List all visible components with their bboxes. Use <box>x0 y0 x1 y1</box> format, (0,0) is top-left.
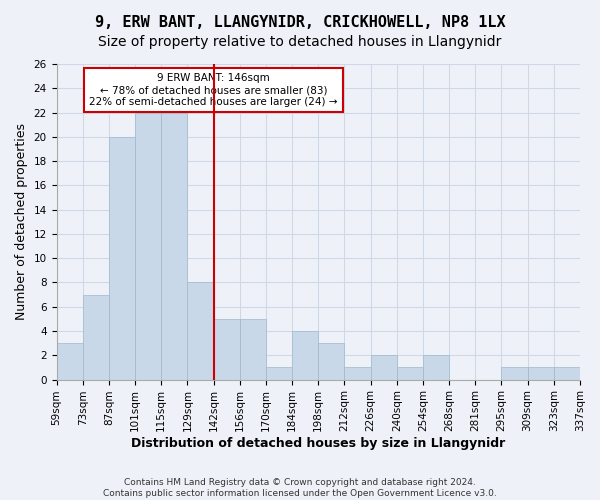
Text: Size of property relative to detached houses in Llangynidr: Size of property relative to detached ho… <box>98 35 502 49</box>
Bar <box>554 368 580 380</box>
Bar <box>292 331 318 380</box>
Bar <box>83 294 109 380</box>
Bar <box>266 368 292 380</box>
Bar <box>240 319 266 380</box>
Y-axis label: Number of detached properties: Number of detached properties <box>15 124 28 320</box>
Bar <box>527 368 554 380</box>
Bar <box>135 112 161 380</box>
Text: 9, ERW BANT, LLANGYNIDR, CRICKHOWELL, NP8 1LX: 9, ERW BANT, LLANGYNIDR, CRICKHOWELL, NP… <box>95 15 505 30</box>
Bar <box>397 368 423 380</box>
Bar <box>109 137 135 380</box>
Bar <box>187 282 214 380</box>
Bar <box>502 368 527 380</box>
Bar <box>423 356 449 380</box>
Text: 9 ERW BANT: 146sqm
← 78% of detached houses are smaller (83)
22% of semi-detache: 9 ERW BANT: 146sqm ← 78% of detached hou… <box>89 74 338 106</box>
Text: Contains HM Land Registry data © Crown copyright and database right 2024.
Contai: Contains HM Land Registry data © Crown c… <box>103 478 497 498</box>
Bar <box>214 319 240 380</box>
Bar <box>161 112 187 380</box>
X-axis label: Distribution of detached houses by size in Llangynidr: Distribution of detached houses by size … <box>131 437 505 450</box>
Bar <box>56 343 83 380</box>
Bar <box>318 343 344 380</box>
Bar <box>371 356 397 380</box>
Bar <box>344 368 371 380</box>
